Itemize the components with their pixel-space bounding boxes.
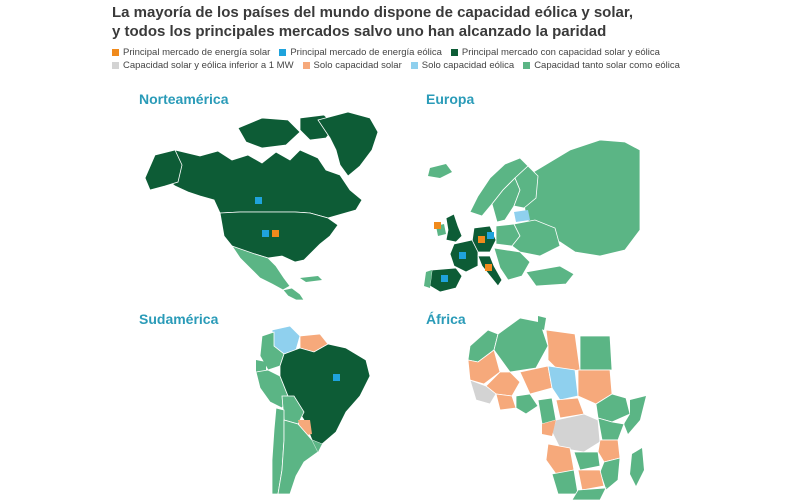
country-portugal: [424, 270, 432, 288]
country-tunisia: [538, 316, 546, 330]
country-mexico: [231, 245, 291, 291]
legend-item-solar-only: Solo capacidad solar: [302, 59, 402, 72]
country-belarus-ukraine: [511, 219, 561, 257]
country-baltics: [514, 210, 530, 222]
country-chad: [547, 365, 579, 401]
legend-swatch-both-main: [450, 49, 458, 56]
legend-label: Solo capacidad solar: [313, 60, 402, 71]
legend-label: Principal mercado de energía solar: [123, 47, 271, 58]
country-argentina: [277, 419, 319, 495]
south-america-map: [255, 325, 371, 495]
title-line-1: La mayoría de los países del mundo dispo…: [112, 4, 634, 21]
europe-map: [424, 139, 641, 293]
legend-row-1: Principal mercado de energía solar Princ…: [112, 46, 712, 59]
region-title-europe: Europa: [426, 91, 475, 107]
marker-germany-solar-main: [478, 236, 485, 243]
country-uk: [445, 213, 463, 243]
country-angola: [545, 443, 575, 475]
country-westcoast: [469, 379, 497, 405]
country-drc: [551, 413, 601, 453]
country-zambia: [573, 451, 601, 471]
country-egypt: [579, 335, 613, 371]
legend-label: Principal mercado con capacidad solar y …: [461, 47, 660, 58]
country-kenya: [597, 417, 625, 441]
legend-swatch-solar-main: [112, 49, 119, 56]
africa-map: [467, 316, 646, 500]
legend-item-wind-main: Principal mercado de energía eólica: [279, 46, 442, 59]
legend-swatch-solar-only: [302, 62, 310, 69]
country-namibia: [551, 469, 579, 495]
country-alaska: [144, 149, 183, 191]
marker-canada-wind-main: [255, 197, 262, 204]
country-uruguay: [312, 440, 322, 452]
country-cuba: [300, 276, 322, 282]
country-ghana-region: [495, 393, 517, 411]
country-mozambique: [599, 457, 621, 491]
legend-label: Capacidad solar y eólica inferior a 1 MW: [123, 60, 294, 71]
legend-item-both-main: Principal mercado con capacidad solar y …: [450, 46, 660, 59]
legend-item-wind-only: Solo capacidad eólica: [410, 59, 515, 72]
title-line-2: y todos los principales mercados salvo u…: [112, 23, 607, 40]
country-somalia: [624, 396, 646, 434]
country-cameroon: [537, 397, 557, 425]
legend: Principal mercado de energía solar Princ…: [112, 46, 712, 72]
north-america-map: [144, 111, 379, 301]
legend-label: Solo capacidad eólica: [421, 60, 515, 71]
chart-title: La mayoría de los países del mundo dispo…: [112, 3, 712, 41]
country-botswana-zim: [577, 469, 605, 491]
country-brazil: [279, 343, 371, 445]
country-canada: [156, 149, 363, 219]
country-niger: [519, 365, 553, 395]
legend-item-under-1mw: Capacidad solar y eólica inferior a 1 MW: [112, 59, 294, 72]
legend-label: Capacidad tanto solar como eólica: [534, 60, 680, 71]
country-algeria: [493, 317, 549, 373]
country-south-africa: [571, 487, 607, 500]
country-balkans: [493, 247, 531, 281]
country-madagascar: [630, 448, 644, 486]
legend-swatch-wind-main: [279, 49, 287, 56]
legend-swatch-both: [523, 62, 531, 69]
country-ecuador: [256, 360, 266, 372]
country-nigeria: [515, 393, 539, 415]
country-central-america: [282, 287, 305, 301]
country-iceland: [428, 164, 452, 178]
marker-spain-wind-main: [441, 275, 448, 282]
legend-item-both: Capacidad tanto solar como eólica: [523, 59, 680, 72]
marker-italy-solar-main: [485, 264, 492, 271]
legend-label: Principal mercado de energía eólica: [290, 47, 442, 58]
marker-germany-wind-main: [487, 232, 494, 239]
marker-brazil-wind-main: [333, 374, 340, 381]
country-greenland: [317, 111, 379, 177]
country-gabon-congo: [542, 420, 556, 436]
region-title-south-america: Sudamérica: [139, 311, 219, 327]
country-libya: [545, 329, 581, 373]
legend-swatch-wind-only: [410, 62, 418, 69]
marker-uk-solar-main: [434, 222, 441, 229]
marker-usa-wind-main: [262, 230, 269, 237]
region-title-africa: África: [426, 311, 466, 327]
marker-usa-solar-main: [272, 230, 279, 237]
marker-france-wind-main: [459, 252, 466, 259]
country-finland: [513, 165, 539, 209]
legend-item-solar-main: Principal mercado de energía solar: [112, 46, 270, 59]
legend-row-2: Capacidad solar y eólica inferior a 1 MW…: [112, 59, 712, 72]
country-turkey: [525, 265, 575, 287]
region-title-north-america: Norteamérica: [139, 91, 229, 107]
legend-swatch-under-1mw: [112, 62, 119, 69]
country-canada-arctic: [237, 117, 301, 149]
